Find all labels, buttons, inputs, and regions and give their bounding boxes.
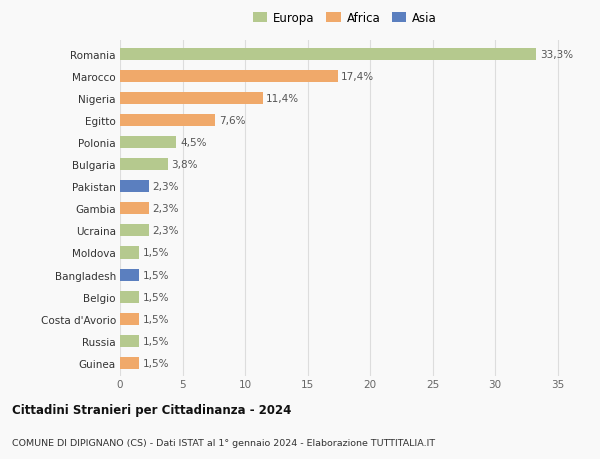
Text: Cittadini Stranieri per Cittadinanza - 2024: Cittadini Stranieri per Cittadinanza - 2… xyxy=(12,403,292,416)
Text: 1,5%: 1,5% xyxy=(143,358,169,368)
Text: 2,3%: 2,3% xyxy=(152,182,179,192)
Bar xyxy=(120,71,337,83)
Bar xyxy=(120,181,149,193)
Text: 1,5%: 1,5% xyxy=(143,314,169,324)
Text: 33,3%: 33,3% xyxy=(540,50,573,60)
Text: 1,5%: 1,5% xyxy=(143,270,169,280)
Text: 3,8%: 3,8% xyxy=(171,160,198,170)
Bar xyxy=(120,93,263,105)
Text: 1,5%: 1,5% xyxy=(143,336,169,346)
Bar xyxy=(120,137,176,149)
Text: 11,4%: 11,4% xyxy=(266,94,299,104)
Text: 2,3%: 2,3% xyxy=(152,226,179,236)
Bar xyxy=(120,291,139,303)
Bar xyxy=(120,159,167,171)
Text: 1,5%: 1,5% xyxy=(143,248,169,258)
Bar xyxy=(120,225,149,237)
Text: COMUNE DI DIPIGNANO (CS) - Dati ISTAT al 1° gennaio 2024 - Elaborazione TUTTITAL: COMUNE DI DIPIGNANO (CS) - Dati ISTAT al… xyxy=(12,438,435,447)
Text: 1,5%: 1,5% xyxy=(143,292,169,302)
Bar xyxy=(120,203,149,215)
Text: 7,6%: 7,6% xyxy=(219,116,245,126)
Bar xyxy=(120,269,139,281)
Bar xyxy=(120,247,139,259)
Text: 2,3%: 2,3% xyxy=(152,204,179,214)
Text: 4,5%: 4,5% xyxy=(180,138,206,148)
Legend: Europa, Africa, Asia: Europa, Africa, Asia xyxy=(248,7,442,29)
Bar xyxy=(120,115,215,127)
Text: 17,4%: 17,4% xyxy=(341,72,374,82)
Bar xyxy=(120,49,536,61)
Bar xyxy=(120,335,139,347)
Bar xyxy=(120,357,139,369)
Bar xyxy=(120,313,139,325)
